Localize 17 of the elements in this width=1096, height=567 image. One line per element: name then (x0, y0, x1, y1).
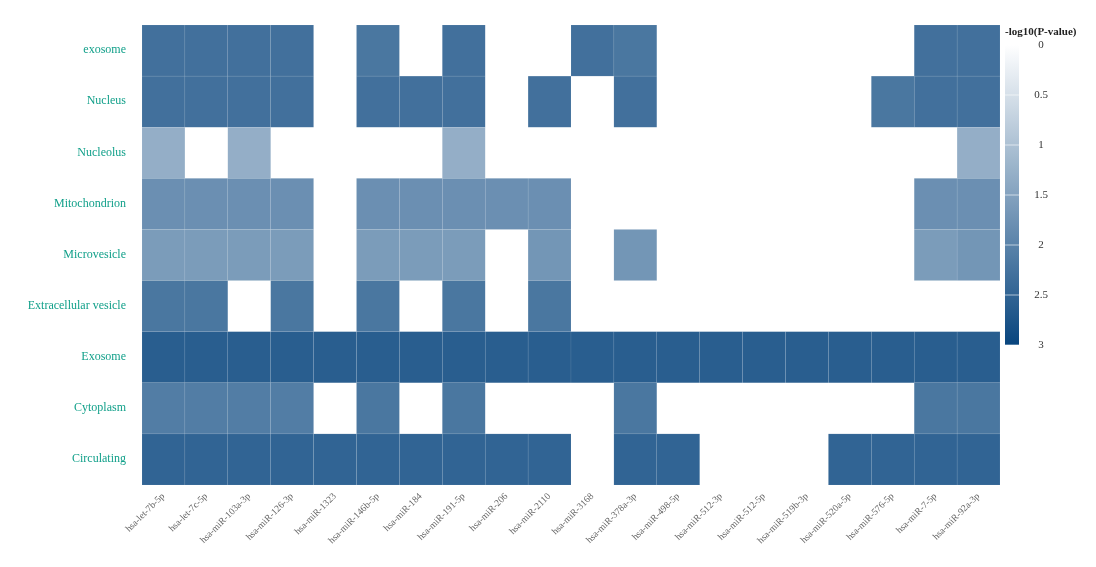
y-tick-label: Nucleolus (77, 144, 127, 159)
y-tick-label: Mitochondrion (54, 195, 126, 210)
color-bar-label: 3 (1038, 337, 1045, 350)
color-bar-label: 2 (1038, 237, 1044, 250)
color-bar-label: 0.5 (1034, 87, 1049, 100)
color-bar-label: 1 (1038, 137, 1044, 150)
color-bar-label: 1.5 (1034, 187, 1049, 200)
y-tick-label: Microvesicle (63, 246, 126, 261)
y-tick-label: Extracellular vesicle (27, 297, 126, 312)
y-tick-label: Circulating (72, 451, 126, 466)
color-bar-label: 0 (1038, 37, 1045, 50)
color-bar-label: 2.5 (1034, 287, 1049, 300)
color-bar-title: -log10(P-value) (1005, 25, 1077, 38)
y-tick-label: Nucleus (86, 93, 127, 108)
y-tick-label: Exosome (81, 348, 126, 363)
y-tick-label: exosome (83, 42, 126, 57)
y-tick-label: Cytoplasm (73, 400, 127, 415)
